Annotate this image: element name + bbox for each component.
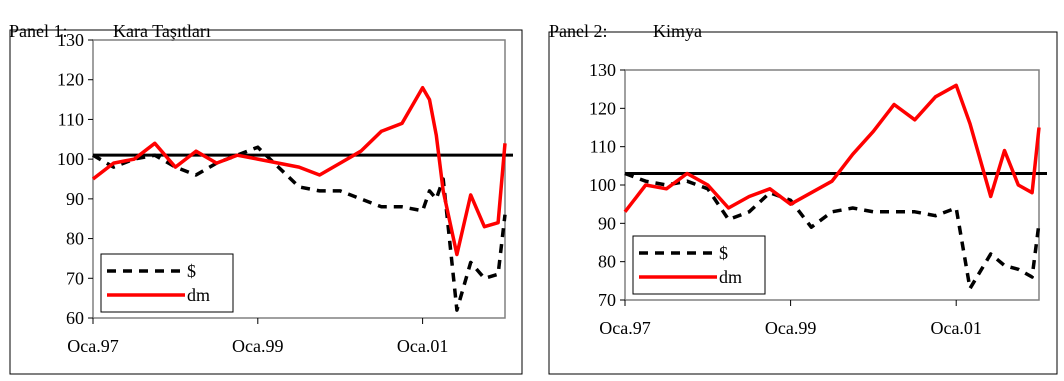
panel-1-y-tick-label: 130	[57, 30, 84, 50]
panel-1-y-tick-label: 90	[66, 189, 84, 209]
panel-1-y-tick-label: 60	[66, 308, 84, 328]
panel-2-x-tick-label: Oca.99	[765, 318, 816, 338]
panel-2-label: Panel 2:	[549, 21, 608, 41]
panel-1-x-tick-label: Oca.99	[232, 336, 283, 356]
panel-1-x-tick-label: Oca.97	[67, 336, 118, 356]
panel-1-legend-label: dm	[187, 285, 210, 305]
panel-1-chart: 60 70 80 90 100 110 120 130 Oca.97 Oca.99 Oca.01 $ d…	[9, 29, 523, 375]
panel-2-y-tick-label: 100	[589, 175, 616, 195]
panel-1-x-tick-label: Oca.01	[397, 336, 448, 356]
panel-1-dollar-series-line	[92, 145, 507, 312]
panel-2-y-tick-label: 70	[598, 290, 616, 310]
panel-1-y-tick-label: 100	[57, 149, 84, 169]
panel-1-label: Panel 1:	[9, 21, 68, 41]
panel-1-legend-label: $	[187, 261, 196, 281]
panel-2-name: Kimya	[653, 21, 702, 41]
panel-1-title: Panel 1: Kara Taşıtları	[0, 0, 211, 42]
panel-2-title: Panel 2: Kimya	[540, 0, 702, 42]
panel-1-y-tick-label: 80	[66, 229, 84, 249]
panel-2-legend-label: dm	[719, 267, 742, 287]
panel-2-x-tick-label: Oca.01	[930, 318, 981, 338]
panel-2-dm-series-line	[623, 83, 1041, 213]
panel-2-x-tick-label: Oca.97	[599, 318, 650, 338]
panel-1-chart-frame	[9, 29, 523, 375]
panel-1-y-tick-label: 110	[58, 109, 84, 129]
panel-2-y-tick-label: 120	[589, 98, 616, 118]
panel-1-legend	[100, 253, 234, 313]
panel-1-y-tick-label: 70	[66, 268, 84, 288]
panel-2-dollar-series-line	[624, 171, 1041, 291]
panel-2-y-tick-label: 90	[598, 213, 616, 233]
panel-1-name: Kara Taşıtları	[113, 21, 211, 41]
panel-2-chart: 70 80 90 100 110 120 130 Oca.97 Oca.99 Oca.01 $ dm	[548, 31, 1058, 375]
panel-2-legend-label: $	[719, 243, 728, 263]
panel-2-y-tick-label: 130	[589, 60, 616, 80]
panel-1-dm-series-line	[91, 85, 507, 257]
panel-2-chart-frame	[548, 31, 1058, 375]
panel-1-y-tick-label: 120	[57, 70, 84, 90]
panel-2-y-tick-label: 80	[598, 252, 616, 272]
panel-2-y-tick-label: 110	[590, 137, 616, 157]
panel-2-legend	[632, 235, 766, 295]
